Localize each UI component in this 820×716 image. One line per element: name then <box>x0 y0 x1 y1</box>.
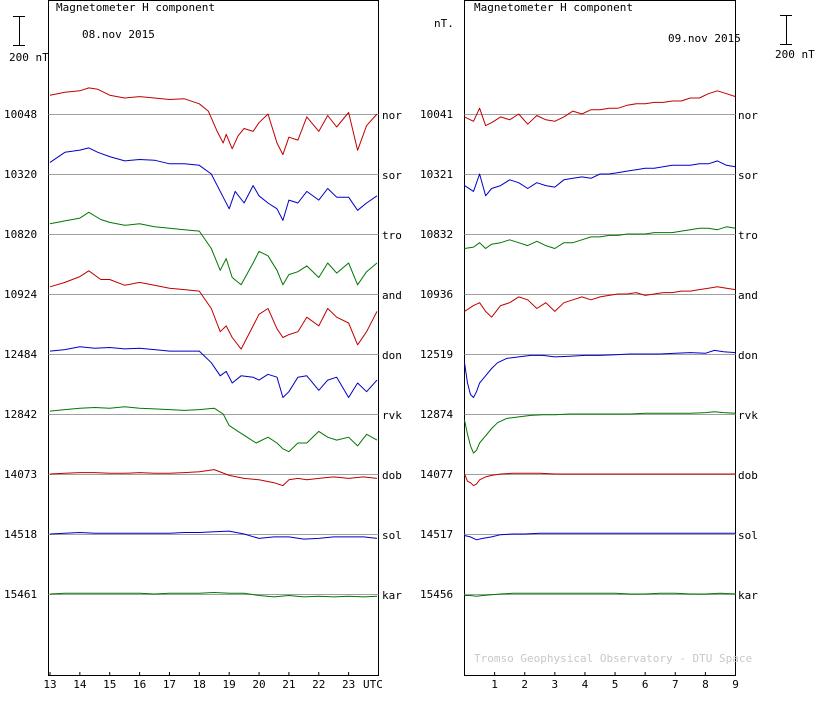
left-station-label-don: don <box>382 349 402 362</box>
right-panel-date: 09.nov 2015 <box>668 32 741 45</box>
left-trace-nor <box>49 87 378 156</box>
right-scale-label: 200 nT <box>775 48 815 61</box>
left-tick-label-18: 18 <box>193 678 206 691</box>
left-tick-label-22: 22 <box>312 678 325 691</box>
left-trace-sor <box>49 147 378 221</box>
left-tick-label-14: 14 <box>73 678 87 691</box>
left-station-label-kar: kar <box>382 589 402 602</box>
right-station-label-sor: sor <box>738 169 758 182</box>
left-station-label-sol: sol <box>382 529 402 542</box>
left-baseline-value-don: 12484 <box>4 348 37 361</box>
right-tick-label-2: 2 <box>521 678 528 691</box>
right-tick-label-9: 9 <box>732 678 739 691</box>
right-trace-kar <box>464 592 736 597</box>
left-tick-label-15: 15 <box>103 678 116 691</box>
left-station-label-and: and <box>382 289 402 302</box>
right-trace-and <box>464 286 736 318</box>
right-baseline-value-sol: 14517 <box>420 528 453 541</box>
right-station-label-nor: nor <box>738 109 758 122</box>
right-trace-dob <box>464 472 736 487</box>
right-tick-label-3: 3 <box>552 678 559 691</box>
right-station-label-tro: tro <box>738 229 758 242</box>
left-x-unit-label: UTC <box>363 678 383 691</box>
right-baseline-value-sor: 10321 <box>420 168 453 181</box>
left-trace-sol <box>49 530 378 540</box>
right-station-label-sol: sol <box>738 529 758 542</box>
left-station-label-rvk: rvk <box>382 409 402 422</box>
right-trace-tro <box>464 226 736 249</box>
left-trace-rvk <box>49 406 378 453</box>
right-panel-frame <box>464 0 736 676</box>
right-tick-label-5: 5 <box>612 678 619 691</box>
station-labels: 10048 nor 10320 sor 10820 tro 10924 and 12484 don… <box>4 108 758 602</box>
left-tick-label-21: 21 <box>282 678 295 691</box>
left-baseline-value-nor: 10048 <box>4 108 37 121</box>
right-station-label-dob: dob <box>738 469 758 482</box>
left-scale-bar <box>13 16 25 46</box>
right-trace-sol <box>464 532 736 541</box>
right-trace-sor <box>464 160 736 197</box>
right-baseline-value-and: 10936 <box>420 288 453 301</box>
left-tick-label-13: 13 <box>43 678 56 691</box>
left-station-label-sor: sor <box>382 169 402 182</box>
left-panel-date: 08.nov 2015 <box>82 28 155 41</box>
left-station-label-nor: nor <box>382 109 402 122</box>
left-trace-tro <box>49 211 378 286</box>
right-tick-label-1: 1 <box>491 678 498 691</box>
right-baseline-value-don: 12519 <box>420 348 453 361</box>
right-tick-label-4: 4 <box>582 678 589 691</box>
right-tick-label-7: 7 <box>672 678 679 691</box>
right-trace-don <box>464 349 736 398</box>
right-baseline-value-nor: 10041 <box>420 108 453 121</box>
time-axes: 13 14 15 16 17 18 19 20 21 22 23 UTC 1 2 3 4 5 6 7 8 9 <box>43 672 739 691</box>
right-station-label-don: don <box>738 349 758 362</box>
left-tick-label-23: 23 <box>342 678 355 691</box>
left-baseline-value-kar: 15461 <box>4 588 37 601</box>
right-station-label-kar: kar <box>738 589 758 602</box>
right-tick-label-8: 8 <box>702 678 709 691</box>
left-baseline-value-sol: 14518 <box>4 528 37 541</box>
right-trace-nor <box>464 90 736 127</box>
left-baseline-value-sor: 10320 <box>4 168 37 181</box>
left-tick-label-19: 19 <box>223 678 236 691</box>
right-tick-label-6: 6 <box>642 678 649 691</box>
baseline-gridlines <box>48 114 736 595</box>
left-trace-and <box>49 270 378 350</box>
right-chart-title: Magnetometer H component <box>474 1 633 14</box>
left-trace-dob <box>49 469 378 487</box>
left-baseline-value-tro: 10820 <box>4 228 37 241</box>
right-station-label-rvk: rvk <box>738 409 758 422</box>
right-baseline-value-rvk: 12874 <box>420 408 453 421</box>
left-tick-label-16: 16 <box>133 678 146 691</box>
left-baseline-value-dob: 14073 <box>4 468 37 481</box>
right-baseline-value-kar: 15456 <box>420 588 453 601</box>
right-station-label-and: and <box>738 289 758 302</box>
left-tick-label-17: 17 <box>163 678 176 691</box>
unit-label: nT. <box>434 17 454 30</box>
left-panel-frame <box>48 0 379 676</box>
right-trace-rvk <box>464 411 736 454</box>
left-station-label-dob: dob <box>382 469 402 482</box>
right-baseline-value-dob: 14077 <box>420 468 453 481</box>
left-tick-label-20: 20 <box>252 678 265 691</box>
station-traces <box>49 87 736 598</box>
credit-text: Tromso Geophysical Observatory - DTU Spa… <box>474 652 752 665</box>
left-baseline-value-and: 10924 <box>4 288 37 301</box>
left-scale-label: 200 nT <box>9 51 49 64</box>
right-scale-bar <box>780 15 792 45</box>
left-trace-don <box>49 346 378 398</box>
left-baseline-value-rvk: 12842 <box>4 408 37 421</box>
right-baseline-value-tro: 10832 <box>420 228 453 241</box>
left-trace-kar <box>49 592 378 598</box>
left-chart-title: Magnetometer H component <box>56 1 215 14</box>
left-station-label-tro: tro <box>382 229 402 242</box>
